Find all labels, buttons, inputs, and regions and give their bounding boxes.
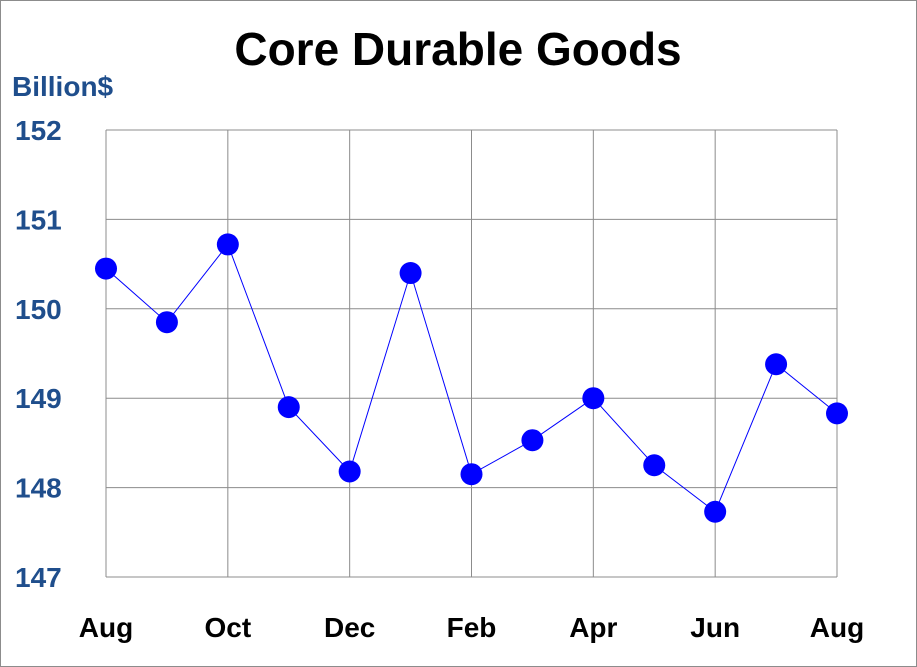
y-tick-label: 152 [15, 115, 62, 146]
y-tick-label: 148 [15, 473, 62, 504]
data-point [460, 463, 483, 486]
data-point [95, 257, 117, 280]
x-tick-label: Feb [447, 612, 497, 643]
data-point [216, 233, 239, 256]
data-point [399, 262, 422, 285]
y-tick-label: 150 [15, 294, 62, 325]
y-tick-labels: 147 148 149 150 151 152 [15, 115, 62, 593]
x-tick-label: Dec [324, 612, 375, 643]
data-point [155, 311, 178, 334]
x-tick-label: Jun [690, 612, 740, 643]
data-point [277, 396, 300, 419]
data-point [826, 402, 848, 425]
x-tick-label: Aug [79, 612, 133, 643]
gridlines [105, 129, 838, 578]
data-point [582, 387, 605, 410]
data-point [704, 500, 727, 523]
y-axis-label: Billion$ [12, 71, 114, 102]
data-point [765, 353, 788, 376]
data-point [521, 429, 544, 452]
x-tick-labels: Aug Oct Dec Feb Apr Jun Aug [79, 612, 864, 643]
y-tick-label: 149 [15, 383, 62, 414]
x-tick-label: Apr [569, 612, 617, 643]
series-markers [95, 233, 848, 523]
y-tick-label: 151 [15, 204, 62, 235]
x-tick-label: Aug [810, 612, 864, 643]
data-point [338, 460, 361, 483]
chart-title: Core Durable Goods [234, 23, 681, 75]
x-tick-label: Oct [204, 612, 251, 643]
y-tick-label: 147 [15, 562, 62, 593]
data-point [643, 454, 666, 477]
